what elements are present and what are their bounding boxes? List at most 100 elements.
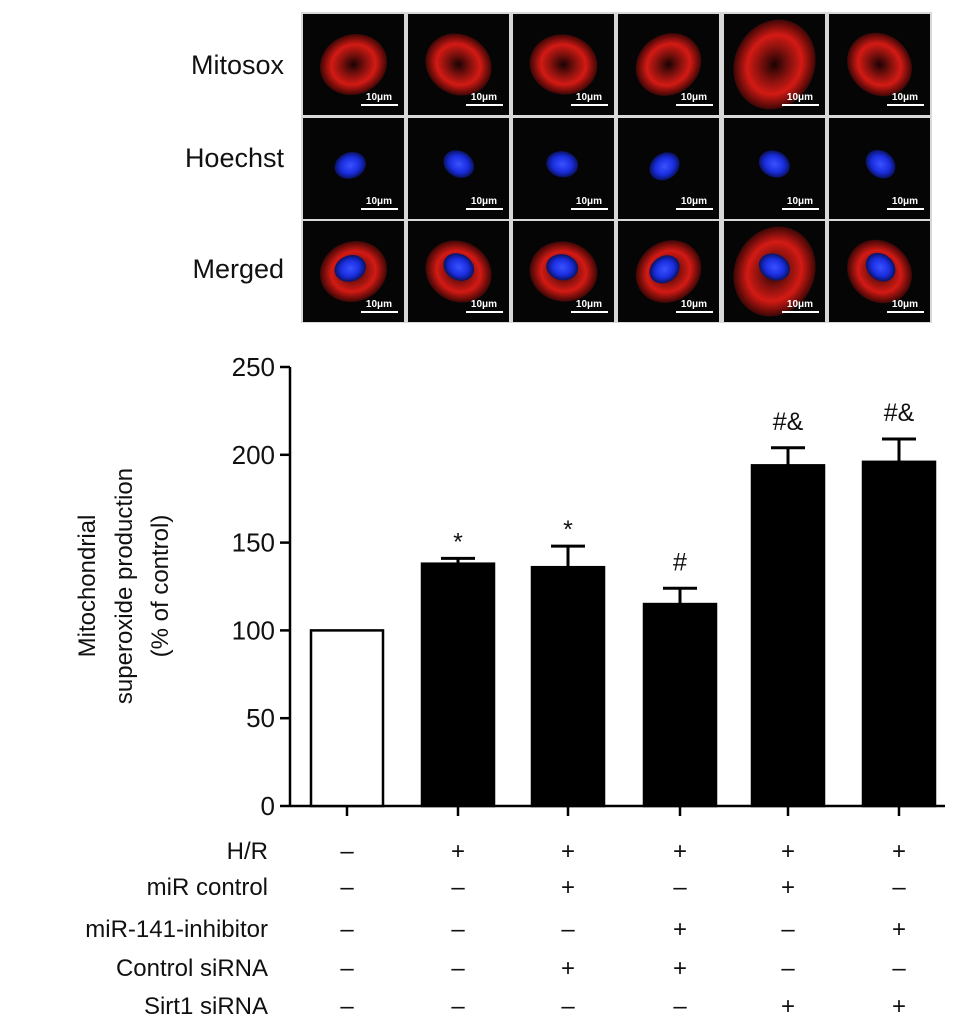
micrograph-row-label-mitosox: Mitosox bbox=[191, 50, 285, 80]
y-tick-label: 50 bbox=[246, 703, 275, 733]
micrograph-cell-merged-5: 10μm bbox=[724, 221, 825, 322]
hoechst-nucleus bbox=[649, 152, 680, 181]
mitosox-signal bbox=[847, 32, 912, 97]
scale-bar-label: 10μm bbox=[366, 196, 392, 207]
condition-label: miR control bbox=[147, 874, 268, 901]
scale-bar-label: 10μm bbox=[681, 299, 707, 310]
hoechst-nucleus bbox=[546, 151, 579, 178]
condition-plus: + bbox=[561, 838, 575, 865]
y-axis-label-line-1: Mitochondrial bbox=[74, 515, 101, 658]
scale-bar-label: 10μm bbox=[787, 92, 813, 103]
condition-plus: + bbox=[892, 993, 906, 1020]
condition-minus: – bbox=[340, 916, 354, 943]
bar-5 bbox=[750, 464, 826, 808]
condition-plus: + bbox=[781, 993, 795, 1020]
mitosox-signal bbox=[733, 19, 816, 110]
hoechst-nucleus bbox=[865, 149, 896, 179]
condition-plus: + bbox=[781, 874, 795, 901]
condition-plus: + bbox=[892, 838, 906, 865]
condition-label: H/R bbox=[227, 838, 268, 865]
significance-marker-2: * bbox=[453, 528, 463, 556]
condition-row-4: Control siRNA – – + + – – bbox=[116, 955, 906, 982]
y-tick-label: 100 bbox=[232, 615, 275, 645]
micrograph-cell-merged-3: 10μm bbox=[513, 221, 614, 322]
condition-minus: – bbox=[892, 955, 906, 982]
scale-bar-label: 10μm bbox=[366, 299, 392, 310]
condition-minus: – bbox=[561, 916, 575, 943]
significance-marker-6: #& bbox=[884, 399, 915, 427]
hoechst-nucleus bbox=[443, 150, 475, 178]
micrograph-cell-merged-6: 10μm bbox=[829, 221, 930, 322]
condition-minus: – bbox=[340, 838, 354, 865]
condition-minus: – bbox=[673, 993, 687, 1020]
hoechst-nucleus bbox=[758, 150, 790, 178]
micrograph-cell-merged-4: 10μm bbox=[618, 221, 719, 322]
hoechst-nucleus bbox=[443, 253, 475, 281]
micrograph-cell-mitosox-4: 10μm bbox=[618, 14, 719, 115]
micrograph-cell-hoechst-5: 10μm bbox=[724, 118, 825, 219]
y-tick-label: 200 bbox=[232, 440, 275, 470]
scale-bar-label: 10μm bbox=[787, 196, 813, 207]
condition-label: Sirt1 siRNA bbox=[144, 993, 268, 1020]
condition-plus: + bbox=[673, 838, 687, 865]
condition-minus: – bbox=[340, 993, 354, 1020]
scale-bar-label: 10μm bbox=[681, 196, 707, 207]
condition-plus: + bbox=[561, 955, 575, 982]
scale-bar-label: 10μm bbox=[471, 92, 497, 103]
condition-plus: + bbox=[561, 874, 575, 901]
scale-bar-label: 10μm bbox=[576, 196, 602, 207]
mitosox-signal bbox=[635, 33, 702, 96]
bar-2 bbox=[420, 562, 496, 808]
hoechst-nucleus bbox=[865, 252, 896, 282]
bar-4 bbox=[642, 602, 718, 808]
y-axis-label-line-3: (% of control) bbox=[147, 515, 174, 658]
scale-bar-label: 10μm bbox=[892, 196, 918, 207]
chart-axes: 0 50 100 150 200 250 bbox=[232, 352, 945, 821]
micrograph-cell-mitosox-2: 10μm bbox=[408, 14, 509, 115]
hoechst-nucleus bbox=[649, 255, 680, 284]
condition-minus: – bbox=[451, 993, 465, 1020]
condition-minus: – bbox=[561, 993, 575, 1020]
scale-bar-label: 10μm bbox=[366, 92, 392, 103]
micrograph-cell-mitosox-1: 10μm bbox=[303, 14, 404, 115]
condition-plus: + bbox=[451, 838, 465, 865]
y-axis-label-line-2: superoxide production bbox=[111, 468, 138, 704]
condition-minus: – bbox=[451, 916, 465, 943]
condition-minus: – bbox=[451, 955, 465, 982]
bar-series: * * # #& #& bbox=[309, 399, 937, 808]
condition-plus: + bbox=[781, 838, 795, 865]
condition-minus: – bbox=[781, 955, 795, 982]
micrograph-row-labels: Mitosox Hoechst Merged bbox=[185, 50, 285, 284]
condition-plus: + bbox=[673, 955, 687, 982]
hoechst-nucleus bbox=[758, 253, 790, 281]
scale-bar-label: 10μm bbox=[576, 92, 602, 103]
condition-plus: + bbox=[892, 916, 906, 943]
micrograph-row-label-merged: Merged bbox=[192, 254, 284, 284]
micrograph-grid: 10μm 10μm 10μm 10μm 10μm 10μm 10μm 10μm 10μm 10μm… bbox=[301, 12, 932, 323]
micrograph-cell-merged-1: 10μm bbox=[303, 221, 404, 322]
scale-bar-label: 10μm bbox=[471, 299, 497, 310]
condition-minus: – bbox=[340, 955, 354, 982]
micrograph-border bbox=[301, 12, 932, 323]
hoechst-nucleus bbox=[334, 255, 366, 282]
condition-row-5: Sirt1 siRNA – – – – + + bbox=[144, 993, 906, 1020]
micrograph-cell-hoechst-3: 10μm bbox=[513, 118, 614, 219]
micrograph-cell-hoechst-4: 10μm bbox=[618, 118, 719, 219]
bar-1 bbox=[309, 629, 385, 808]
micrograph-cell-hoechst-1: 10μm bbox=[303, 118, 404, 219]
scale-bar-label: 10μm bbox=[576, 299, 602, 310]
condition-plus: + bbox=[673, 916, 687, 943]
condition-minus: – bbox=[451, 874, 465, 901]
micrograph-row-label-hoechst: Hoechst bbox=[185, 143, 285, 173]
micrograph-cell-mitosox-3: 10μm bbox=[513, 14, 614, 115]
significance-marker-3: * bbox=[563, 516, 573, 544]
bar-3 bbox=[530, 565, 606, 808]
condition-row-2: miR control – – + – + – bbox=[147, 874, 907, 901]
y-tick-label: 0 bbox=[261, 791, 275, 821]
condition-minus: – bbox=[673, 874, 687, 901]
condition-row-3: miR-141-inhibitor – – – + – + bbox=[85, 916, 906, 943]
y-tick-label: 150 bbox=[232, 528, 275, 558]
condition-row-1: H/R – + + + + + bbox=[227, 838, 906, 865]
condition-minus: – bbox=[340, 874, 354, 901]
